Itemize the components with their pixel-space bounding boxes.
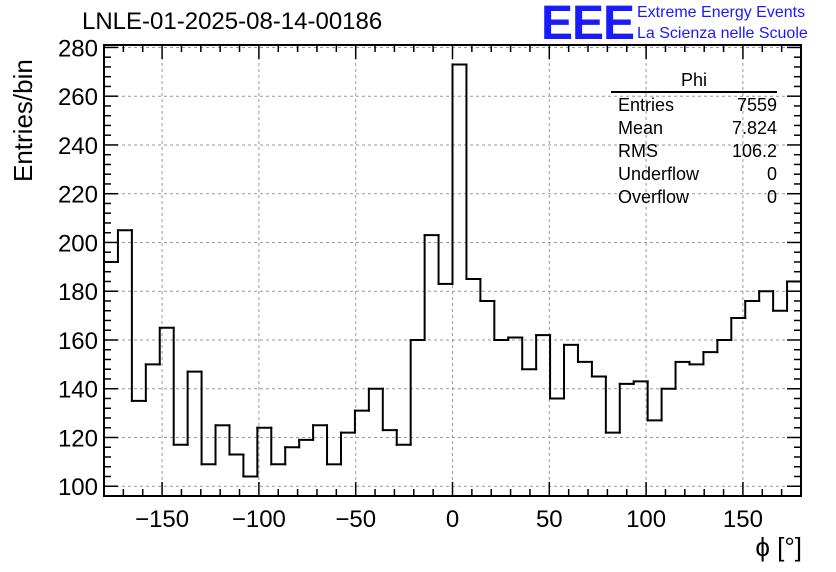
histogram-bin: [228, 453, 245, 478]
histogram-bin: [186, 370, 203, 466]
y-tick-label: 120: [58, 425, 98, 452]
x-tick-label: 0: [446, 506, 459, 533]
stats-label: Mean: [618, 118, 664, 138]
histogram-bin: [576, 360, 593, 378]
histogram-series: [103, 63, 802, 478]
histogram-bin: [395, 338, 412, 446]
histogram-bin: [270, 446, 287, 466]
y-tick-label: 140: [58, 377, 98, 404]
histogram-bin: [618, 380, 635, 385]
histogram-bin: [172, 370, 189, 446]
y-tick-label: 160: [58, 328, 98, 355]
histogram-bin: [507, 336, 524, 371]
histogram-bin: [730, 299, 747, 320]
histogram-bin: [242, 426, 259, 478]
histogram-bin: [632, 380, 649, 422]
x-tick-label: −50: [335, 506, 376, 533]
histogram-bin: [437, 63, 454, 285]
stats-value: 106.2: [731, 141, 777, 161]
y-axis-label: Entries/bin: [8, 59, 38, 182]
stats-label: Underflow: [618, 164, 700, 184]
histogram-bin: [423, 234, 440, 285]
stats-row: Mean 7.824: [611, 117, 777, 140]
histogram-bin: [103, 229, 119, 263]
histogram-bin: [144, 326, 161, 366]
histogram-bin: [339, 409, 356, 434]
histogram-bin: [381, 429, 398, 446]
axis-ticks: [103, 45, 802, 497]
histogram-bin: [465, 278, 482, 302]
x-tick-label: 50: [536, 506, 563, 533]
y-tick-label: 180: [58, 279, 98, 306]
x-axis-label: ϕ [°]: [755, 532, 802, 562]
x-tick-label: −150: [135, 506, 189, 533]
logo-line-1: Extreme Energy Events: [637, 4, 806, 21]
stats-label: RMS: [618, 141, 658, 161]
y-tick-label: 280: [58, 35, 98, 62]
y-tick-label: 200: [58, 230, 98, 257]
histogram-bin: [298, 424, 315, 441]
y-tick-label: 220: [58, 182, 98, 209]
stats-row: Overflow 0: [611, 186, 777, 209]
stats-box: Phi Entries 7559 Mean 7.824 RMS 106.2 Under…: [611, 70, 777, 209]
histogram-bin: [284, 438, 301, 449]
histogram-bin: [758, 290, 775, 312]
stats-row: Underflow 0: [611, 163, 777, 186]
stats-value: 0: [766, 164, 777, 184]
stats-value: 7559: [736, 95, 777, 115]
histogram-bin: [563, 343, 579, 363]
x-tick-label: 100: [626, 506, 666, 533]
histogram-bin: [744, 290, 761, 302]
histogram-bin: [479, 299, 496, 341]
stats-label: Entries: [618, 95, 675, 115]
histogram-bin: [702, 338, 719, 354]
histogram-bin: [312, 424, 329, 466]
histogram-bin: [367, 387, 384, 432]
histogram-bin: [549, 343, 566, 400]
histogram-bin: [326, 431, 342, 466]
stats-value: 7.824: [731, 118, 777, 138]
histogram-bin: [214, 424, 231, 456]
histogram-bin: [130, 363, 147, 402]
stats-label: Overflow: [618, 187, 690, 207]
histogram-bin: [674, 360, 691, 366]
logo-line-2: La Scienza nelle Scuole: [637, 25, 808, 42]
x-tick-label: 150: [723, 506, 763, 533]
x-tick-label: −100: [232, 506, 286, 533]
histogram-bin: [646, 387, 663, 422]
tick-labels: −150 −100 −50 0 50 100 150 100 120 140 160 180 200 22…: [58, 35, 763, 533]
histogram-bin: [200, 424, 217, 466]
histogram-bin: [353, 387, 370, 412]
histogram-bin: [116, 229, 133, 402]
histogram-bin: [493, 336, 510, 341]
eee-logo: EEE: [541, 0, 635, 50]
chart-title: LNLE-01-2025-08-14-00186: [82, 8, 383, 35]
y-tick-label: 240: [58, 133, 98, 160]
stats-value: 0: [766, 187, 777, 207]
histogram-bin: [716, 317, 733, 341]
stats-row: RMS 106.2: [611, 140, 777, 163]
histogram-bin: [604, 382, 621, 434]
histogram-bin: [521, 334, 538, 371]
histogram-bin: [256, 426, 273, 466]
stats-title: Phi: [611, 70, 777, 93]
histogram-bin: [660, 360, 677, 390]
y-tick-label: 260: [58, 84, 98, 111]
histogram-bin: [451, 63, 468, 281]
histogram-bin: [158, 326, 175, 446]
histogram-bin: [535, 334, 552, 400]
histogram-bin: [590, 375, 607, 434]
y-tick-label: 100: [58, 474, 98, 501]
histogram-bin: [688, 351, 705, 366]
histogram-bin: [409, 234, 426, 341]
histogram-bin: [772, 280, 789, 312]
stats-row: Entries 7559: [611, 94, 777, 117]
